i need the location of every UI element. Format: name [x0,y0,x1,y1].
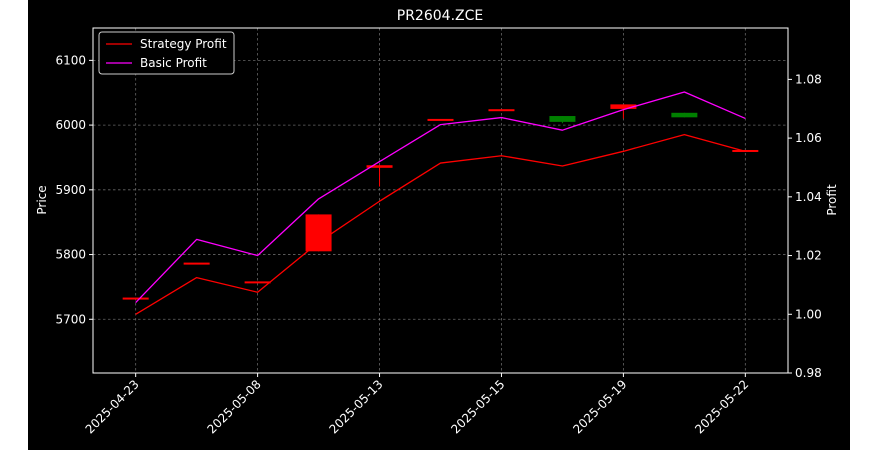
y-left-tick-label: 6000 [55,118,86,132]
line-layer [135,91,746,315]
y-axis-left-label: Price [35,185,49,214]
candle-body [671,112,698,118]
plot-frame [92,27,789,374]
candle-layer [122,104,759,300]
y-left-tick-label: 5900 [55,183,86,197]
y-right-tick-label: 1.06 [795,131,822,145]
grid-layer [93,28,788,373]
candle-body [244,281,271,284]
strategy-profit-line [135,133,746,315]
y-right-tick-label: 0.98 [795,366,822,380]
y-left-tick-label: 6100 [55,53,86,67]
y-right-tick-label: 1.02 [795,249,822,263]
x-tick-label: 2025-05-22 [692,377,751,436]
legend-box [98,31,235,75]
x-tick-label: 2025-04-23 [83,377,142,436]
candle-body [610,104,637,109]
y-right-tick-label: 1.04 [795,190,822,204]
legend-label-basic: Basic Profit [140,56,207,70]
x-tick-label: 2025-05-13 [326,377,385,436]
legend: Strategy Profit Basic Profit [98,31,235,75]
y-axis-right-label: Profit [825,184,839,216]
y-left-tick-label: 5700 [55,312,86,326]
chart-figure: 2025-04-23 2025-05-08 2025-05-13 2025-05-15… [28,0,850,450]
candle-body [305,214,332,252]
y-left-tick-label: 5800 [55,248,86,262]
candle-body [549,116,576,122]
y-right-tick-label: 1.08 [795,72,822,86]
candle-body [183,262,210,265]
chart-svg: 2025-04-23 2025-05-08 2025-05-13 2025-05-15… [35,8,839,436]
candle-body [122,297,149,300]
candle-body [427,118,454,121]
chart-title: PR2604.ZCE [397,8,483,24]
x-tick-label: 2025-05-15 [448,377,507,436]
x-tick-label: 2025-05-08 [205,377,264,436]
y-right-tick-label: 1.00 [795,307,822,321]
candle-body [488,109,515,112]
axis-layer: 2025-04-23 2025-05-08 2025-05-13 2025-05-15… [55,53,821,436]
x-tick-label: 2025-05-19 [570,377,629,436]
basic-profit-line [135,91,746,303]
legend-label-strategy: Strategy Profit [140,37,227,51]
candle-body [366,165,393,168]
